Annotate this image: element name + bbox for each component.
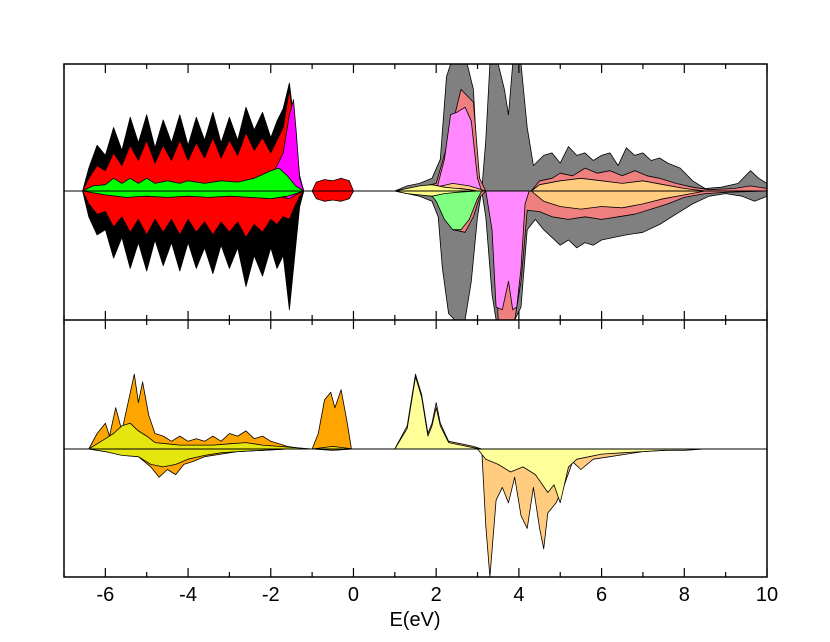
x-tick-label-2: -2 [262,584,280,606]
top-series-4-spin-up-area [311,177,354,192]
x-tick-labels: -6 -4 -2 0 2 4 6 8 10 [96,584,778,606]
bottom-series-3-spin-up-area [394,376,483,450]
bottom-series-2-spin-down-area [481,448,685,577]
x-tick-label-6: 6 [596,584,607,606]
top-series-1-spin-up-area [82,89,305,192]
top-series-7-spin-up-area [435,106,483,192]
x-ticks [63,64,768,577]
x-tick-label-8: 10 [756,584,778,606]
top-series-1-spin-down-area [82,190,305,238]
x-axis-label: E(eV) [389,609,440,631]
top-series-5-spin-up-area [394,64,767,192]
top-series-8-spin-down-area [530,190,706,210]
x-tick-label-3: 0 [348,584,359,606]
bottom-series-1-spin-up-area [88,422,354,450]
top-series-7-spin-down-area [485,190,530,311]
bottom-series-1-spin-down-area [88,448,354,468]
bottom-panel [64,373,767,577]
top-series-3-spin-down-area [82,190,305,200]
top-series-9-spin-down-area [427,190,483,231]
x-tick-label-5: 4 [513,584,524,606]
bottom-series-3-spin-down-area [477,448,706,504]
top-series-8-spin-up-area [415,177,706,192]
top-panel [64,64,767,320]
top-series-3-spin-up-area [82,167,305,192]
x-tick-label-7: 8 [679,584,690,606]
x-tick-label-1: -4 [179,584,197,606]
x-tick-label-0: -6 [96,584,114,606]
top-series-5-spin-down-area [394,190,767,320]
top-series-4-spin-down-area [311,190,354,202]
x-tick-label-4: 2 [431,584,442,606]
